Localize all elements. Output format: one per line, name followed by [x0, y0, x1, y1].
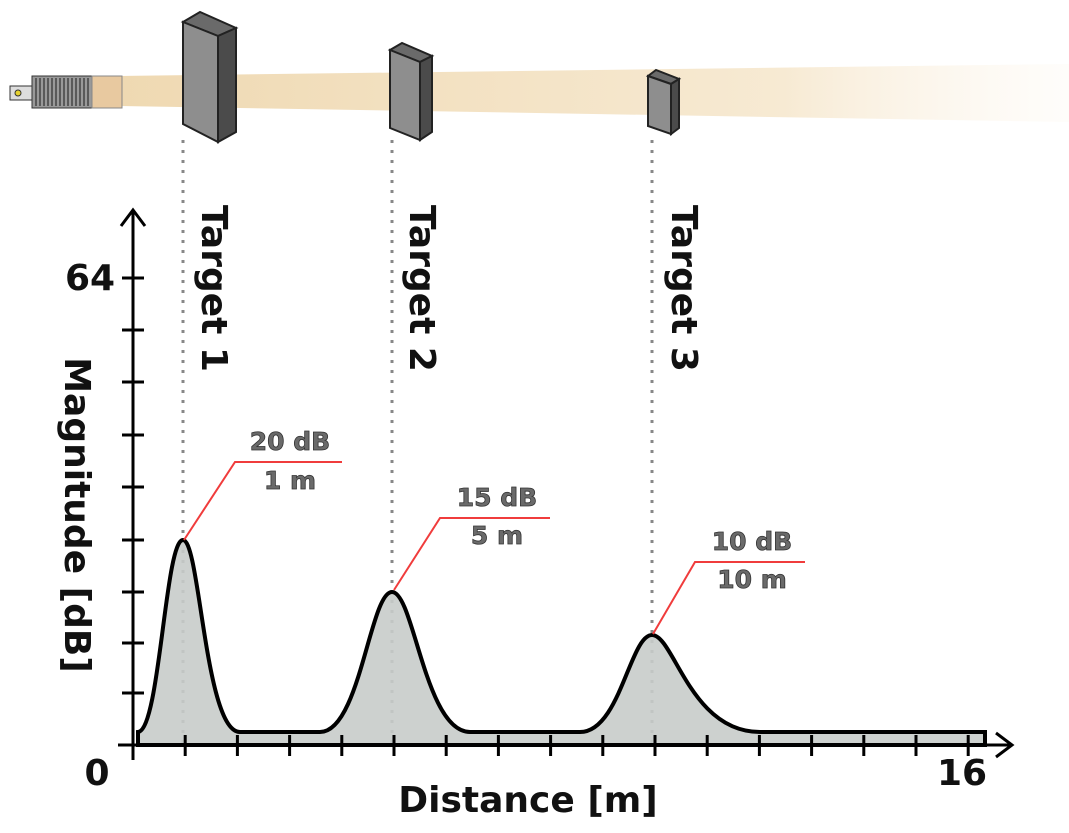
- target-box: [183, 12, 236, 142]
- target-label: Target 2: [401, 205, 442, 372]
- x-tick-label: 16: [937, 753, 987, 794]
- peak-distance: 5 m: [471, 521, 523, 550]
- peak-distance: 1 m: [264, 466, 316, 495]
- x-tick-label: 0: [84, 753, 109, 794]
- peak-magnitude: 15 dB: [457, 483, 537, 512]
- target-box: [648, 70, 679, 134]
- y-tick-label: 64: [65, 258, 115, 299]
- y-axis-label: Magnitude [dB]: [56, 357, 97, 673]
- peak-magnitude: 10 dB: [712, 527, 792, 556]
- target-box: [390, 43, 432, 140]
- axis: [118, 210, 1012, 760]
- diagram: 64 0 16 Distance [m] Magnitude [dB] Targ…: [0, 0, 1069, 829]
- beam: [120, 64, 1069, 122]
- target-label: Target 3: [663, 205, 704, 372]
- sensor: [10, 76, 122, 108]
- peak-distance: 10 m: [717, 565, 787, 594]
- magnitude-curve: [138, 540, 985, 745]
- target-label: Target 1: [193, 205, 234, 372]
- x-axis-label: Distance [m]: [398, 780, 658, 821]
- peak-magnitude: 20 dB: [250, 427, 330, 456]
